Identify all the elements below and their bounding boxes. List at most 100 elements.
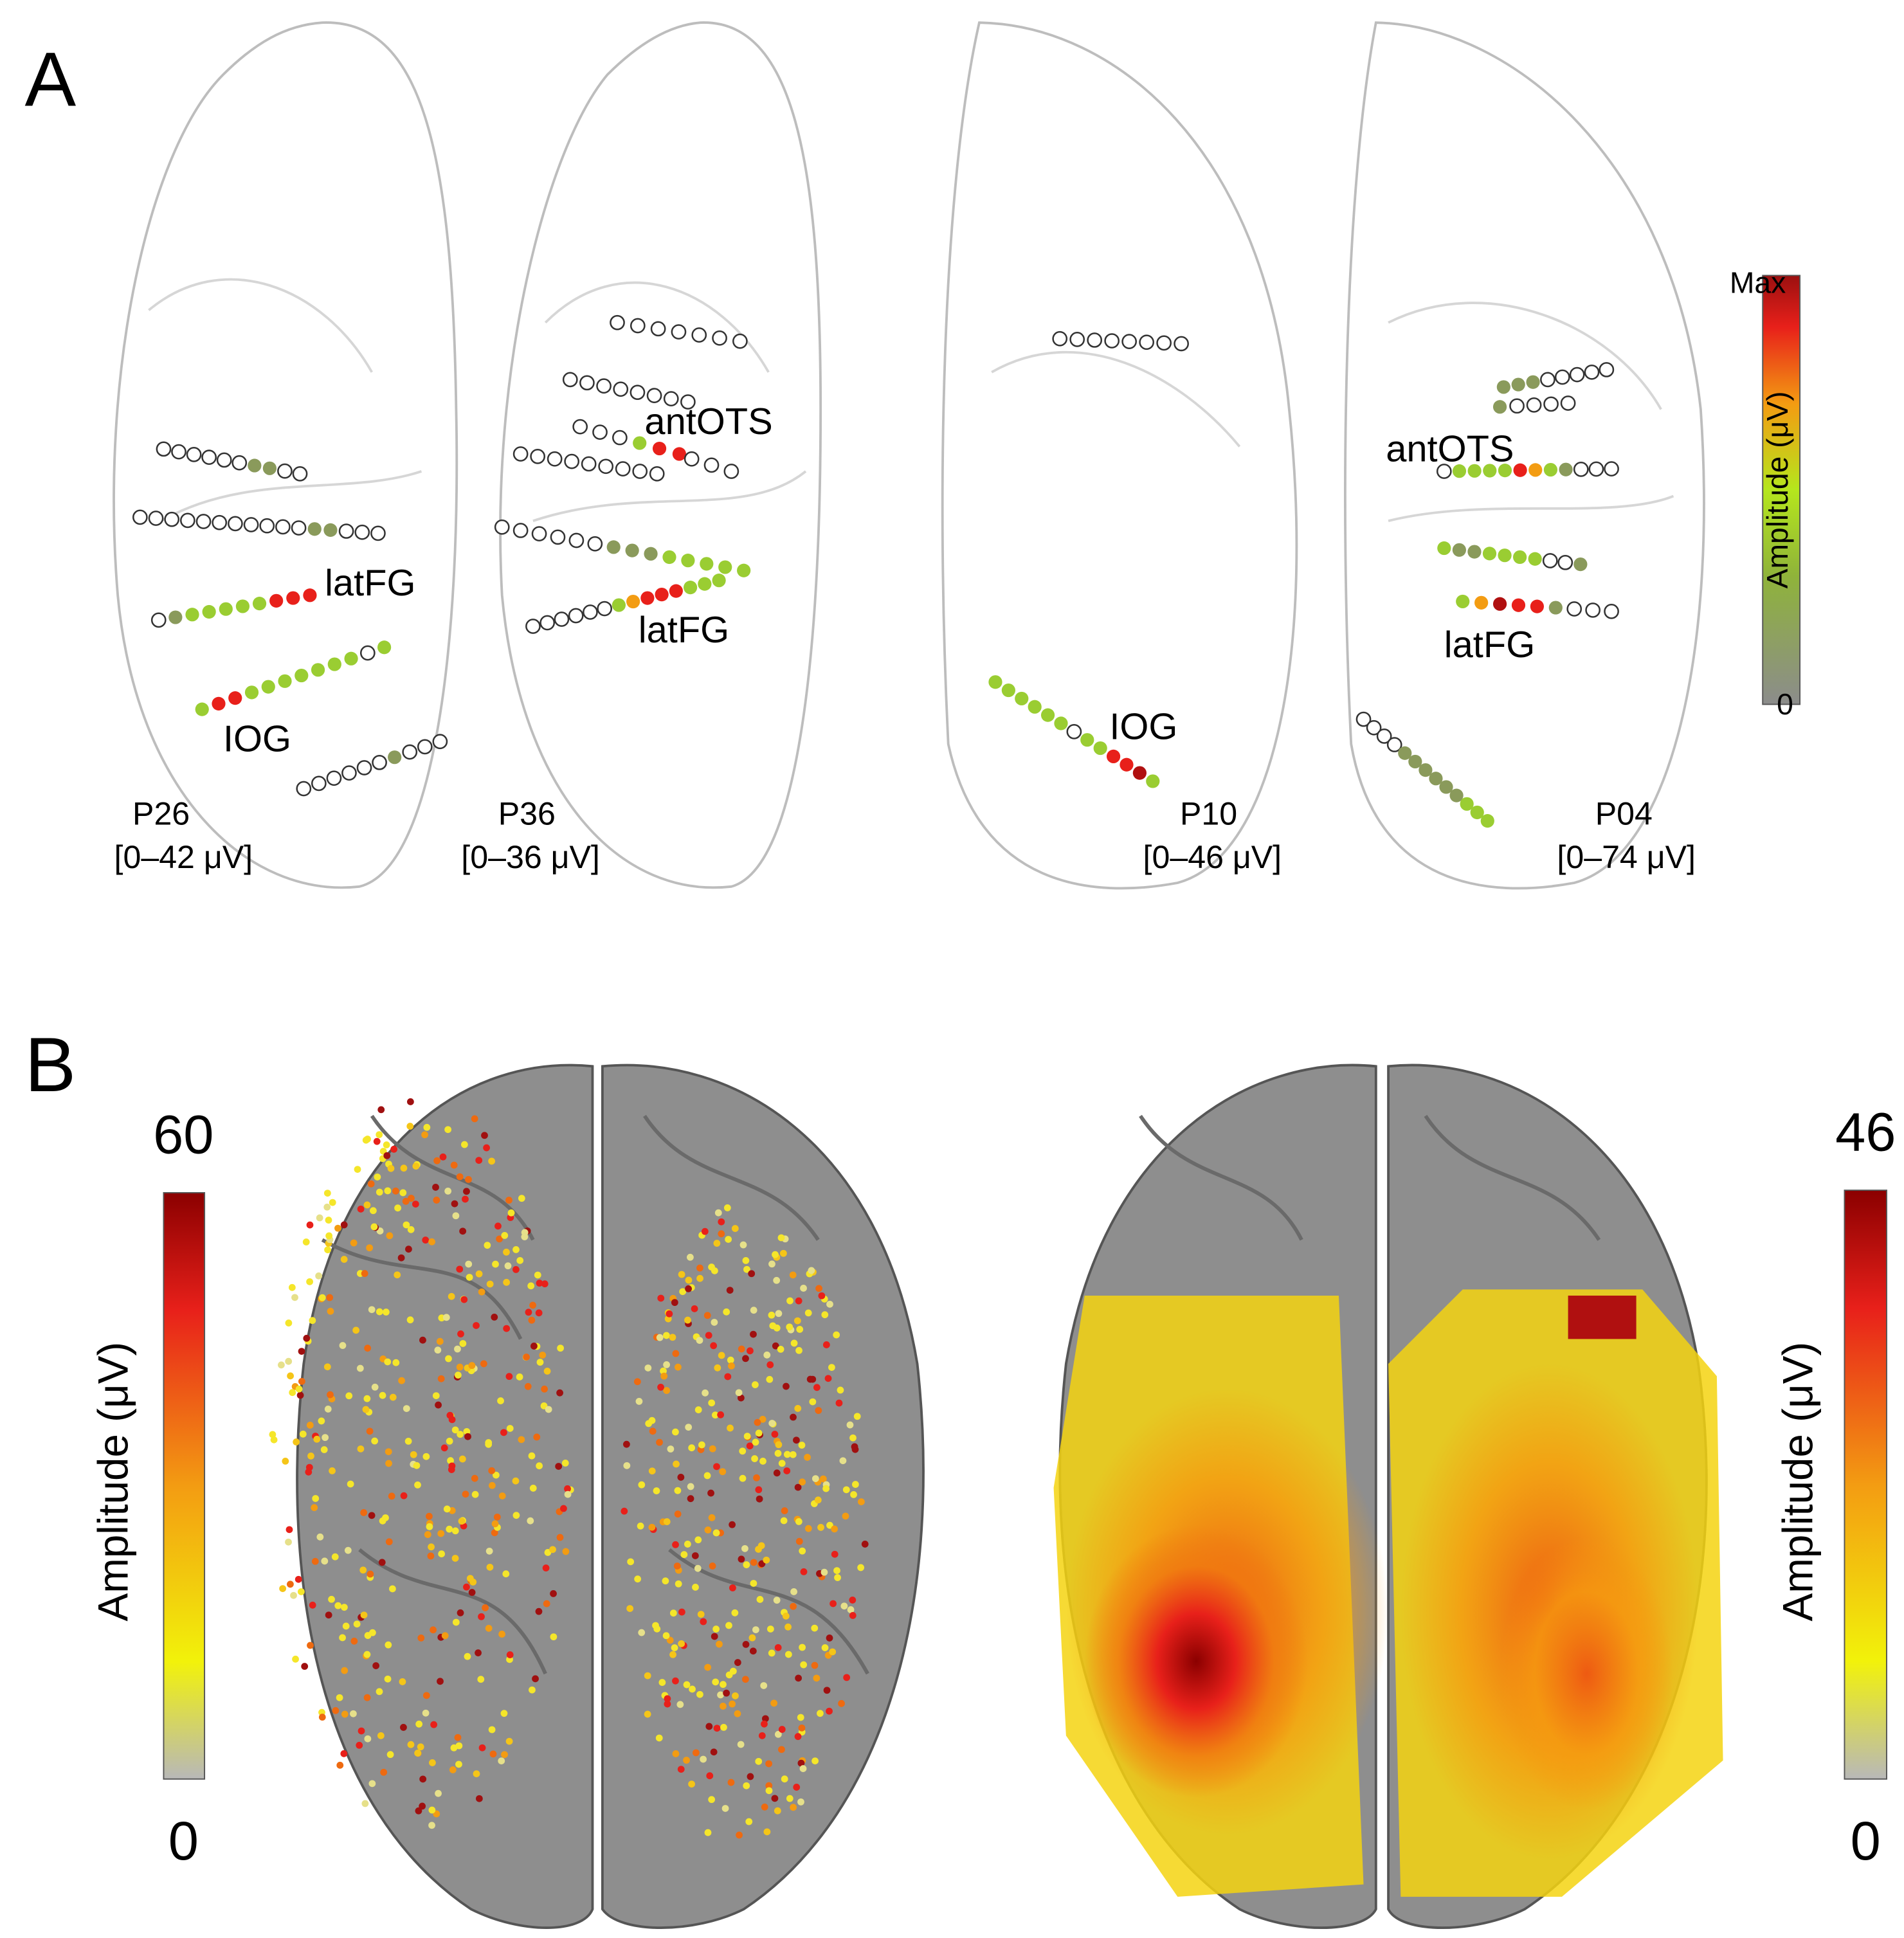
recording-site <box>441 1632 449 1640</box>
recording-site <box>321 1557 329 1565</box>
recording-site <box>458 1455 466 1463</box>
recording-site <box>634 1575 642 1583</box>
recording-site <box>357 1445 365 1453</box>
electrode <box>1511 377 1525 392</box>
recording-site <box>707 1489 714 1497</box>
recording-site <box>419 1802 426 1810</box>
recording-site <box>388 1492 395 1500</box>
recording-site <box>419 1775 427 1783</box>
recording-site <box>433 1157 441 1164</box>
recording-site <box>743 1561 750 1568</box>
electrode <box>691 327 707 343</box>
recording-site <box>384 1187 392 1195</box>
electrode <box>1513 550 1527 565</box>
recording-site <box>419 1336 426 1344</box>
recording-site <box>361 1800 369 1807</box>
recording-site <box>363 1694 371 1701</box>
recording-site <box>826 1300 833 1308</box>
recording-site <box>318 1294 326 1301</box>
recording-site <box>364 1735 372 1743</box>
recording-site <box>505 1197 512 1204</box>
recording-site <box>485 1440 493 1448</box>
recording-site <box>729 1521 736 1528</box>
recording-site <box>725 1236 732 1243</box>
electrode <box>1528 552 1542 566</box>
recording-site <box>656 1334 664 1341</box>
recording-site <box>700 1755 707 1763</box>
recording-site <box>685 1424 693 1431</box>
recording-site <box>536 1359 544 1366</box>
recording-site <box>778 1726 786 1733</box>
recording-site <box>516 1373 523 1381</box>
recording-site <box>289 1389 296 1397</box>
electrode <box>1585 602 1600 618</box>
electrode <box>156 441 172 457</box>
recording-site <box>372 1662 380 1669</box>
recording-site <box>696 1337 703 1344</box>
recording-site <box>311 1557 319 1565</box>
recording-site <box>857 1564 865 1571</box>
recording-site <box>663 1387 671 1394</box>
recording-site <box>669 1609 677 1617</box>
electrode <box>216 452 232 468</box>
recording-site <box>662 1577 669 1585</box>
recording-site <box>783 1467 791 1474</box>
recording-site <box>313 1435 321 1443</box>
recording-site <box>475 1157 483 1164</box>
recording-site <box>813 1384 821 1391</box>
electrode <box>606 540 621 554</box>
recording-site <box>784 1623 792 1631</box>
recording-site <box>778 1460 786 1467</box>
recording-site <box>293 1438 300 1445</box>
recording-site <box>364 1345 372 1352</box>
recording-site <box>446 1525 453 1533</box>
recording-site <box>376 1688 383 1696</box>
recording-site <box>772 1251 779 1258</box>
recording-site <box>493 1471 500 1479</box>
electrode <box>612 430 628 446</box>
recording-site <box>664 1700 671 1708</box>
recording-site <box>678 1608 685 1616</box>
electrode <box>669 584 683 598</box>
region-label: latFG <box>325 563 415 604</box>
electrode <box>649 466 665 482</box>
recording-site <box>794 1405 802 1412</box>
electrode <box>292 466 308 482</box>
recording-site <box>687 1253 694 1261</box>
recording-site <box>712 1626 720 1633</box>
recording-site <box>412 1163 420 1170</box>
recording-site <box>327 1391 334 1399</box>
recording-site <box>549 1546 556 1553</box>
recording-site <box>457 1431 464 1438</box>
recording-site <box>709 1445 716 1453</box>
recording-site <box>795 1346 802 1354</box>
recording-site <box>692 1584 699 1591</box>
recording-site <box>385 1538 393 1546</box>
recording-site <box>433 1197 440 1204</box>
recording-site <box>403 1405 410 1413</box>
recording-site <box>413 1462 421 1469</box>
recording-site <box>437 1530 445 1537</box>
recording-site <box>709 1562 716 1570</box>
recording-site <box>672 1750 680 1757</box>
recording-site <box>414 1750 422 1757</box>
recording-site <box>711 1411 719 1419</box>
electrode <box>630 318 646 334</box>
recording-site <box>464 1653 471 1660</box>
recording-site <box>297 1588 305 1595</box>
recording-site <box>833 1331 840 1339</box>
recording-site <box>828 1364 835 1371</box>
recording-site <box>705 1332 712 1339</box>
recording-site <box>282 1458 289 1465</box>
recording-site <box>422 1692 430 1699</box>
recording-site <box>770 1699 778 1707</box>
recording-site <box>711 1633 718 1640</box>
recording-site <box>457 1330 464 1337</box>
electrode <box>512 523 529 538</box>
electrode <box>359 645 376 661</box>
recording-site <box>750 1580 757 1587</box>
recording-site <box>451 1527 459 1535</box>
recording-site <box>795 1537 803 1545</box>
electrode <box>633 436 647 450</box>
recording-site <box>528 1316 536 1324</box>
